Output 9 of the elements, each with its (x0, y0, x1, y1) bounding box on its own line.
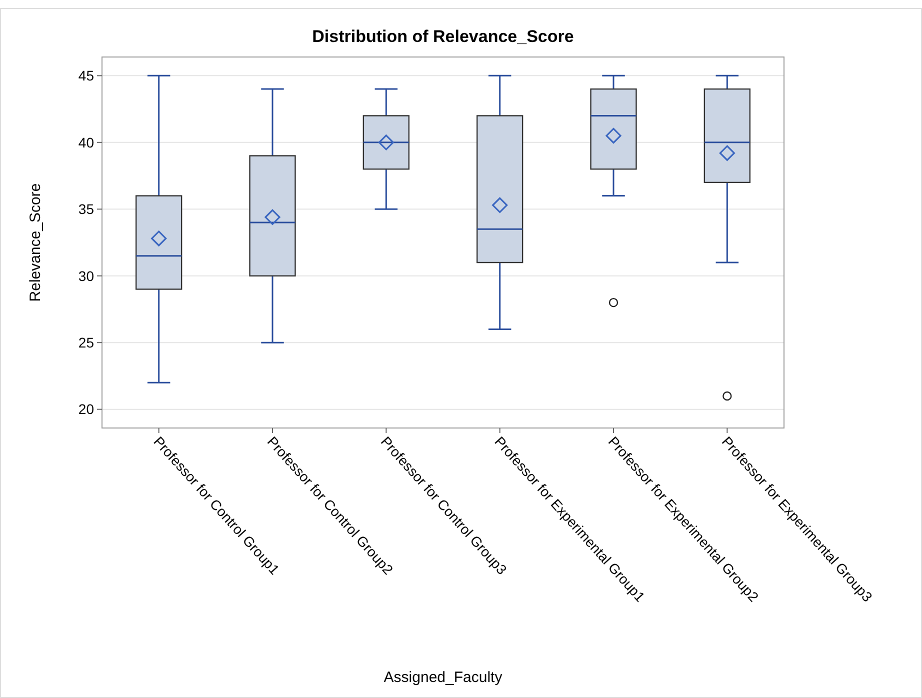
y-tick-label: 40 (78, 134, 94, 150)
x-axis-title: Assigned_Faculty (384, 669, 503, 686)
chart-title: Distribution of Relevance_Score (312, 27, 574, 46)
y-tick-label: 20 (78, 401, 94, 418)
y-axis-title: Relevance_Score (27, 183, 44, 302)
y-tick-label: 45 (78, 68, 94, 84)
y-tick-label: 35 (78, 201, 94, 218)
y-tick-label: 25 (78, 334, 94, 350)
y-tick-label: 30 (78, 268, 94, 284)
